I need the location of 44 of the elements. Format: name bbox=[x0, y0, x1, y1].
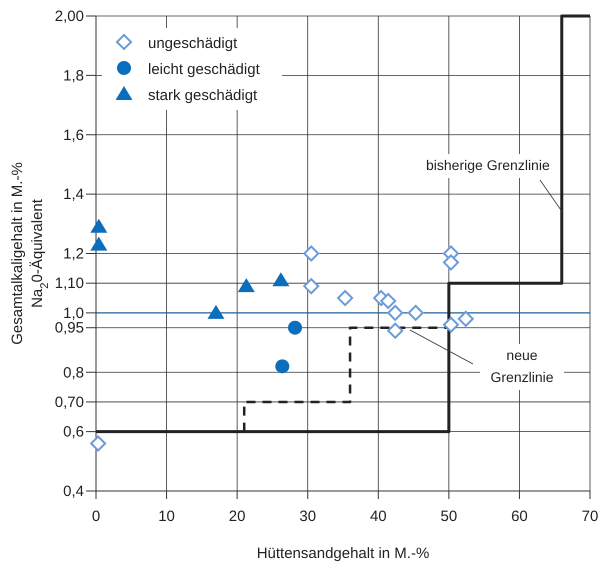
x-tick-label: 0 bbox=[92, 508, 100, 525]
legend-label: stark geschädigt bbox=[148, 87, 258, 104]
x-tick-label: 10 bbox=[158, 508, 175, 525]
y-tick-label: 1,4 bbox=[63, 186, 84, 204]
point bbox=[408, 304, 424, 321]
series-label: bisherige Grenzlinie bbox=[426, 157, 550, 173]
point bbox=[303, 246, 320, 262]
point bbox=[272, 272, 290, 286]
y-tick-label: 0,70 bbox=[54, 394, 84, 411]
point bbox=[442, 316, 459, 333]
x-tick-label: 30 bbox=[299, 508, 316, 525]
point bbox=[337, 290, 354, 306]
y-tick-label: 1,8 bbox=[63, 67, 84, 84]
x-tick-label: 40 bbox=[370, 508, 387, 525]
point bbox=[90, 436, 106, 452]
point bbox=[458, 310, 474, 327]
y-tick-label: 0,6 bbox=[63, 424, 84, 441]
point bbox=[442, 254, 459, 270]
point bbox=[90, 218, 108, 233]
y-tick-label: 2,00 bbox=[54, 8, 84, 25]
legend-label: leicht geschädigt bbox=[148, 61, 261, 78]
point bbox=[380, 293, 396, 309]
x-tick-label: 50 bbox=[440, 508, 458, 525]
y-tick-label: 1,0 bbox=[63, 304, 84, 322]
text: neue Grenzlinie bbox=[490, 347, 554, 385]
x-tick-label: 70 bbox=[582, 508, 598, 525]
y-tick-label: 1,2 bbox=[63, 246, 84, 262]
y-tick-label: 0,4 bbox=[63, 483, 84, 500]
y-tick-label: 0,8 bbox=[63, 364, 84, 382]
x-tick-label: 60 bbox=[511, 508, 528, 525]
x-tick-label: 20 bbox=[228, 508, 246, 525]
y-tick-label: 1,10 bbox=[54, 275, 84, 292]
point bbox=[303, 278, 320, 294]
point bbox=[288, 320, 302, 335]
legend-label: ungeschädigt bbox=[148, 35, 238, 52]
point bbox=[387, 322, 404, 339]
point bbox=[275, 359, 290, 374]
y-tick-label: 0,95 bbox=[54, 320, 84, 337]
point bbox=[207, 304, 224, 319]
point bbox=[387, 304, 404, 321]
point bbox=[90, 236, 108, 251]
x-axis-title: Hüttensandgehalt in M.-% bbox=[256, 545, 430, 562]
point bbox=[238, 278, 255, 292]
y-tick-label: 1,6 bbox=[63, 126, 84, 144]
